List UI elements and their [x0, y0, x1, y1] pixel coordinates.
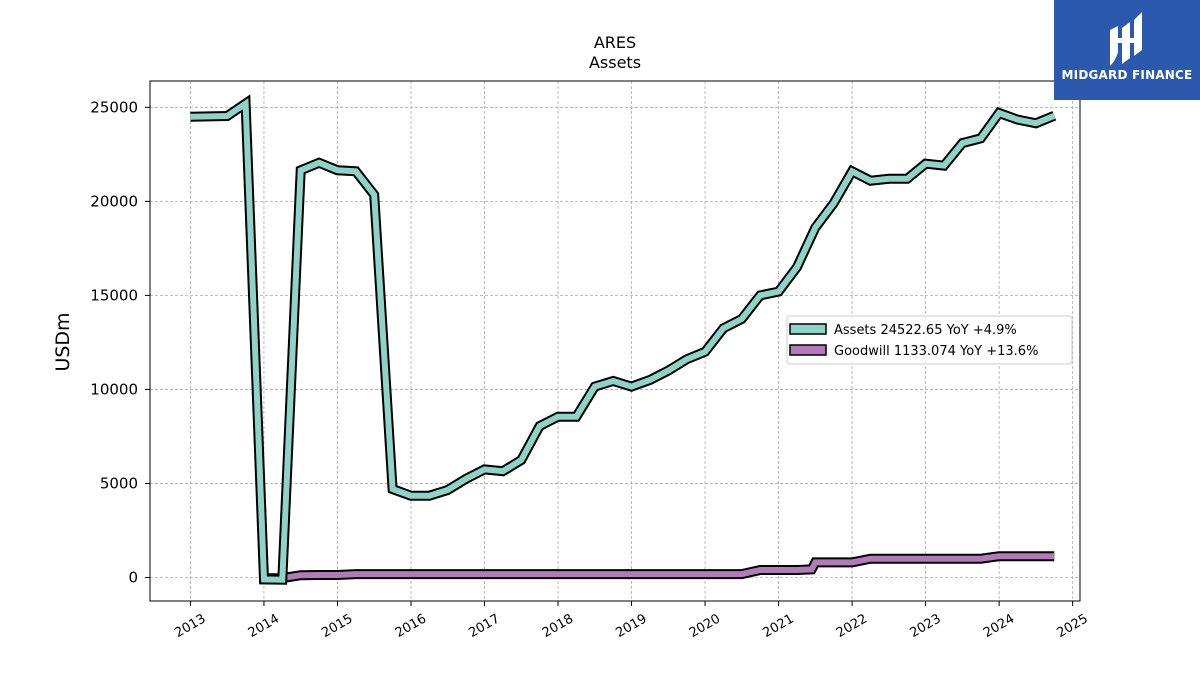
legend-swatch-assets: [789, 323, 827, 335]
legend-label-assets: Assets 24522.65 YoY +4.9%: [834, 323, 1017, 338]
x-tick-label: 2023: [907, 611, 943, 641]
legend-frame: [786, 315, 1073, 365]
x-tick-label: 2022: [834, 611, 870, 641]
y-tick-label: 5000: [100, 474, 138, 492]
y-tick-label: 20000: [90, 192, 138, 210]
series-line-assets: [190, 94, 1057, 585]
y-tick-label: 0: [128, 568, 138, 586]
series-fill: [263, 553, 1055, 582]
x-tick-label: 2014: [246, 611, 282, 641]
x-tick-label: 2013: [172, 611, 208, 641]
x-tick-label: 2020: [687, 611, 723, 641]
chart-title: ARES: [594, 33, 636, 52]
y-tick-label: 15000: [90, 286, 138, 304]
legend-label-goodwill: Goodwill 1133.074 YoY +13.6%: [834, 344, 1038, 359]
brand-logo: MIDGARD FINANCE: [1054, 0, 1200, 100]
x-tick-label: 2017: [466, 611, 502, 641]
x-tick-label: 2015: [319, 611, 355, 641]
plot-series: [190, 94, 1057, 585]
x-tick-label: 2019: [613, 611, 649, 641]
series-fill: [190, 98, 1056, 583]
x-tick-label: 2024: [981, 611, 1017, 641]
x-tick-label: 2025: [1054, 611, 1090, 641]
legend: Assets 24522.65 YoY +4.9% Goodwill 1133.…: [786, 315, 1073, 365]
grid: [150, 81, 1080, 601]
y-tick-label: 10000: [90, 380, 138, 398]
legend-swatch-goodwill: [789, 344, 827, 356]
y-axis-label: USDm: [52, 312, 74, 371]
chart-subtitle: Assets: [589, 53, 641, 72]
x-tick-label: 2021: [760, 611, 796, 641]
brand-name: MIDGARD FINANCE: [1061, 68, 1193, 82]
series-line-goodwill: [263, 551, 1055, 584]
plot-frame: [149, 80, 1081, 602]
brand-mark-icon: [1110, 12, 1142, 66]
x-tick-label: 2018: [540, 611, 576, 641]
x-tick-label: 2016: [393, 611, 429, 641]
y-tick-label: 25000: [90, 98, 138, 116]
